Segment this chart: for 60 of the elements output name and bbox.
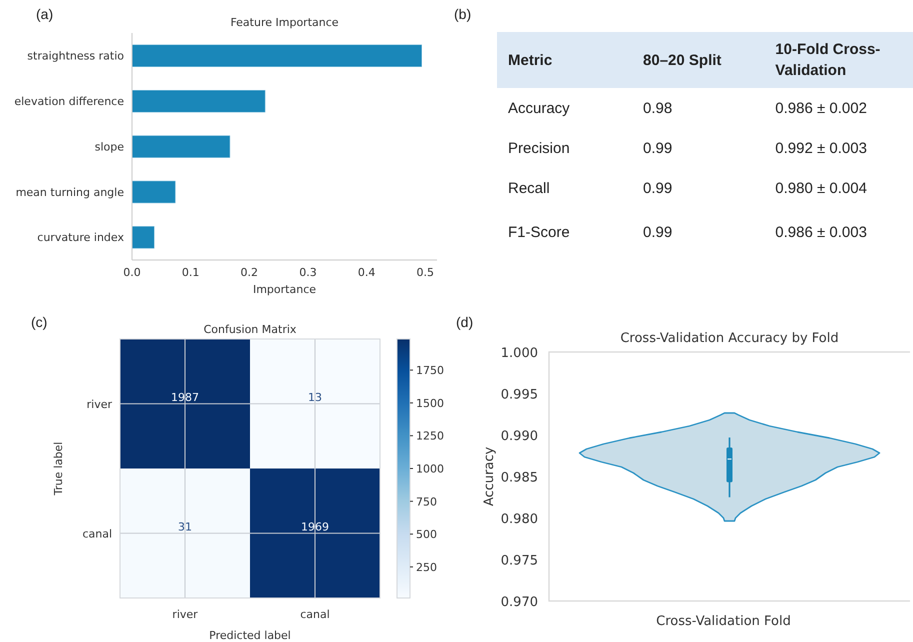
- x-tick-label: 0.4: [358, 266, 376, 279]
- text: 0.980 ± 0.004: [775, 180, 867, 196]
- text: 0.986 ± 0.002: [775, 100, 867, 116]
- y-tick-label: 0.975: [500, 554, 538, 568]
- x-tick-label: 0.2: [240, 266, 258, 279]
- x-tick-label: 0.3: [299, 266, 317, 279]
- bar: [132, 135, 230, 158]
- text: Accuracy: [508, 100, 570, 116]
- color-bar-label: 1500: [416, 396, 444, 410]
- bar: [132, 180, 176, 204]
- text: (b): [454, 6, 472, 22]
- bar: [132, 44, 422, 68]
- text: (a): [36, 6, 54, 22]
- color-bar-label: 500: [416, 528, 437, 542]
- y-tick-label: slope: [94, 140, 124, 154]
- text: Precision: [508, 140, 570, 156]
- data-label: 13: [308, 390, 322, 404]
- text: (c): [31, 314, 48, 330]
- y-tick-label: river: [86, 398, 112, 411]
- color-bar-label: 1750: [416, 364, 444, 378]
- x-axis-title: Cross-Validation Fold: [656, 614, 791, 629]
- bar: [132, 226, 155, 249]
- text: 0.99: [643, 140, 672, 156]
- y-tick-label: curvature index: [37, 231, 124, 244]
- text: F1-Score: [508, 224, 570, 240]
- text: (d): [456, 314, 474, 330]
- chart-title: Feature Importance: [229, 16, 340, 29]
- y-tick-label: 0.995: [500, 388, 538, 402]
- color-bar-label: 250: [416, 560, 437, 574]
- x-axis-title: Importance: [252, 283, 318, 296]
- y-tick-label: mean turning angle: [16, 186, 124, 199]
- category-label: 80–20 Split: [642, 50, 722, 70]
- text: 0.99: [643, 224, 672, 240]
- y-tick-label: elevation difference: [14, 95, 124, 108]
- y-axis-title: Accuracy: [482, 446, 497, 506]
- data-label: 31: [178, 520, 192, 534]
- y-tick-label: 0.985: [500, 470, 538, 486]
- color-bar-label: 1000: [416, 462, 444, 476]
- text: 0.98: [643, 100, 672, 116]
- y-tick-label: straightness ratio: [27, 50, 124, 63]
- y-tick-label: 0.980: [500, 512, 538, 527]
- x-tick-label: 0.1: [182, 266, 200, 279]
- x-tick-label: 0.0: [123, 266, 141, 279]
- category-label: 10-Fold Cross-Validation: [774, 40, 882, 81]
- text: 0.992 ± 0.003: [775, 140, 867, 156]
- y-tick-label: 0.990: [500, 429, 538, 444]
- category-label: Metric: [507, 50, 554, 70]
- color-bar-label: 750: [416, 495, 437, 508]
- y-axis-title: True label: [52, 442, 65, 496]
- x-axis-title: Predicted label: [209, 629, 291, 642]
- color-bar-label: 1250: [416, 430, 444, 443]
- chart-title: Confusion Matrix: [204, 323, 297, 336]
- text: Recall: [508, 180, 550, 196]
- y-tick-label: 0.970: [500, 595, 538, 610]
- chart-title: Cross-Validation Accuracy by Fold: [620, 331, 839, 346]
- text: 0.986 ± 0.003: [775, 224, 867, 240]
- x-tick-label: 0.5: [416, 266, 434, 279]
- bar: [132, 90, 266, 112]
- text: 0.99: [643, 180, 672, 196]
- y-tick-label: 1.000: [500, 346, 538, 361]
